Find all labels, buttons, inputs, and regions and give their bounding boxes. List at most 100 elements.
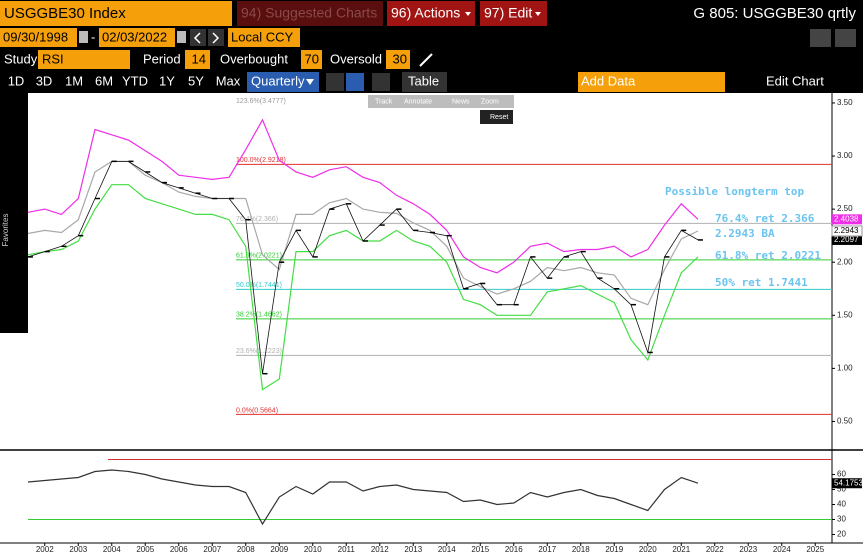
y-tick-label: 2.50 — [837, 204, 853, 213]
calendar-icon[interactable] — [177, 31, 186, 43]
period-button[interactable]: 3D — [36, 73, 53, 88]
edit-button[interactable] — [480, 1, 547, 26]
study-box[interactable] — [38, 50, 130, 69]
y-tick-label: 20 — [837, 530, 846, 539]
x-tick-label: 2002 — [36, 545, 54, 554]
add-data-box[interactable] — [578, 72, 725, 92]
annotation-toolbar — [368, 95, 514, 108]
y-tick-label: 0.50 — [837, 417, 853, 426]
period-button[interactable]: YTD — [122, 73, 148, 88]
y-tick-label: 3.00 — [837, 151, 853, 160]
start-date[interactable]: 09/30/1998 — [3, 29, 68, 44]
reset-button[interactable] — [480, 110, 513, 124]
period[interactable]: 14 — [192, 51, 206, 66]
menu-icon[interactable] — [372, 73, 390, 91]
next-button[interactable] — [208, 29, 224, 46]
y-tick-label: 3.50 — [837, 98, 853, 107]
tool-button[interactable]: Track — [375, 98, 393, 105]
line-icon[interactable] — [326, 73, 344, 91]
add-data[interactable]: Add Data — [581, 73, 636, 88]
last-value-box — [831, 225, 863, 237]
overbought-box[interactable] — [301, 50, 322, 69]
overbought[interactable]: 70 — [305, 51, 319, 66]
series-line — [27, 160, 699, 306]
security[interactable]: USGGBE30 Index — [4, 5, 126, 22]
period-button[interactable]: Max — [216, 73, 241, 88]
actions[interactable]: 96) Actions — [391, 5, 460, 21]
fib-label: 123.6%(3.4777) — [236, 98, 286, 105]
end-date[interactable]: 02/03/2022 — [102, 29, 167, 44]
x-tick-label: 2014 — [438, 545, 456, 554]
period-button[interactable]: 1D — [8, 73, 25, 88]
last-value: 2.2943 — [834, 226, 859, 235]
start-date-box[interactable] — [0, 28, 77, 47]
y-tick-label: 2.00 — [837, 257, 853, 266]
table[interactable]: Table — [408, 73, 439, 88]
currency-box[interactable] — [228, 28, 300, 47]
fib-label: 38.2%(1.4662) — [236, 312, 282, 319]
oversold[interactable]: 30 — [393, 51, 407, 66]
overbought-label: Overbought — [220, 51, 288, 66]
x-tick-label: 2013 — [404, 545, 422, 554]
fib-label: 61.8%(2.0221) — [236, 253, 282, 260]
edit-chart[interactable]: Edit Chart — [766, 73, 824, 88]
x-tick-label: 2024 — [773, 545, 791, 554]
tool-button[interactable]: News — [452, 98, 470, 105]
last-value-box — [832, 478, 862, 489]
security-box[interactable] — [0, 1, 232, 26]
x-tick-label: 2003 — [69, 545, 87, 554]
suggested[interactable]: 94) Suggested Charts — [241, 5, 377, 21]
x-tick-label: 2020 — [639, 545, 657, 554]
calendar-icon[interactable] — [79, 31, 88, 43]
next-icon — [212, 32, 220, 44]
x-tick-label: 2025 — [806, 545, 824, 554]
y-tick-label: 1.50 — [837, 310, 853, 319]
suggested-button[interactable] — [237, 1, 383, 26]
currency[interactable]: Local CCY — [231, 29, 293, 44]
y-tick-label: 50 — [837, 485, 846, 494]
x-tick-label: 2011 — [338, 545, 356, 554]
period-button[interactable]: 6M — [95, 73, 113, 88]
period-box[interactable] — [185, 50, 210, 69]
chart-bg — [0, 93, 863, 557]
oversold-label: Oversold — [330, 51, 382, 66]
end-date-box[interactable] — [99, 28, 175, 47]
study-label: Study — [4, 51, 38, 66]
annotation: Possible longterm top — [665, 185, 804, 198]
annotation: 2.2943 BA — [715, 227, 775, 240]
y-tick-label: 30 — [837, 515, 846, 524]
sidebar-label[interactable]: Favorites — [1, 214, 10, 247]
fib-label: 0.0%(0.5664) — [236, 407, 278, 414]
bars-icon[interactable] — [346, 73, 364, 91]
x-tick-label: 2016 — [505, 545, 523, 554]
undo-button[interactable] — [810, 29, 831, 47]
period-button[interactable]: 1M — [65, 73, 83, 88]
frequency[interactable]: Quarterly — [251, 73, 305, 88]
redo-button[interactable] — [835, 29, 856, 47]
tool-button[interactable]: Zoom — [481, 98, 499, 105]
x-tick-label: 2006 — [170, 545, 188, 554]
fib-label: 50.0%(1.7441) — [236, 282, 282, 289]
pencil-icon[interactable] — [419, 53, 433, 67]
prev-button[interactable] — [190, 29, 206, 46]
fib-label: 23.6%(1.1223) — [236, 348, 282, 355]
last-value: 54.1753 — [834, 478, 863, 487]
table-button[interactable] — [402, 72, 447, 92]
tool-button[interactable]: Annotate — [404, 98, 432, 105]
x-tick-label: 2022 — [706, 545, 724, 554]
study-name[interactable]: RSI — [42, 51, 64, 66]
frequency-box[interactable] — [247, 72, 319, 92]
oversold-box[interactable] — [386, 50, 410, 69]
period-button[interactable]: 5Y — [188, 73, 204, 88]
period-label: Period — [143, 51, 181, 66]
x-tick-label: 2010 — [304, 545, 322, 554]
actions-button[interactable] — [387, 1, 475, 26]
x-tick-label: 2009 — [270, 545, 288, 554]
period-button[interactable]: 1Y — [159, 73, 175, 88]
x-tick-label: 2018 — [572, 545, 590, 554]
last-value: 2.4038 — [834, 214, 859, 223]
edit[interactable]: 97) Edit — [484, 5, 532, 21]
reset[interactable]: Reset — [490, 114, 508, 121]
dropdown-arrow — [535, 12, 541, 16]
fib-label: 100.0%(2.9218) — [236, 157, 286, 164]
